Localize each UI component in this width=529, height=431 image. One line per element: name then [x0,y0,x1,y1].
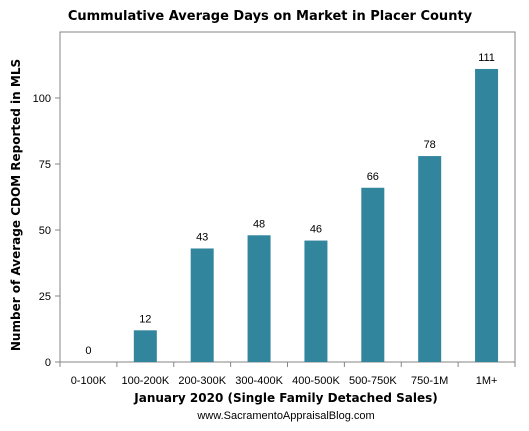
bar-100-200k [133,330,157,362]
data-label: 12 [139,313,151,325]
y-tick-label: 75 [39,159,51,171]
bar-200-300k [190,248,214,362]
bar-300-400k [247,235,271,362]
plot-area-border [59,31,516,363]
y-axis-label: Number of Average CDOM Reported in MLS [9,59,23,351]
x-tick-label: 500-750K [349,375,397,387]
x-tick-label: 750-1M [411,375,448,387]
y-tick-label: 25 [39,291,51,303]
x-tick-label: 1M+ [476,375,498,387]
x-tick-label: 300-400K [235,375,283,387]
y-tick-label: 0 [45,357,51,369]
data-label: 78 [424,139,436,151]
x-tick-label: 400-500K [292,375,340,387]
x-tick-label: 200-300K [178,375,226,387]
bar-500-750k [361,187,385,362]
data-label: 43 [196,231,208,243]
bar-750-1m [418,156,442,362]
data-label: 46 [310,224,322,236]
x-tick-label: 0-100K [71,375,107,387]
data-label: 0 [85,345,91,357]
y-tick-label: 50 [39,225,51,237]
data-label: 48 [253,218,265,230]
x-tick-label: 100-200K [121,375,169,387]
bar-400-500k [304,240,328,362]
x-axis-label: January 2020 (Single Family Detached Sal… [133,391,437,405]
data-label: 66 [367,171,379,183]
y-tick-label: 100 [33,93,51,105]
data-label: 111 [478,52,495,64]
chart-title: Cummulative Average Days on Market in Pl… [68,9,473,24]
bar-1m- [475,68,499,363]
source-url: www.SacramentoAppraisalBlog.com [196,410,374,422]
